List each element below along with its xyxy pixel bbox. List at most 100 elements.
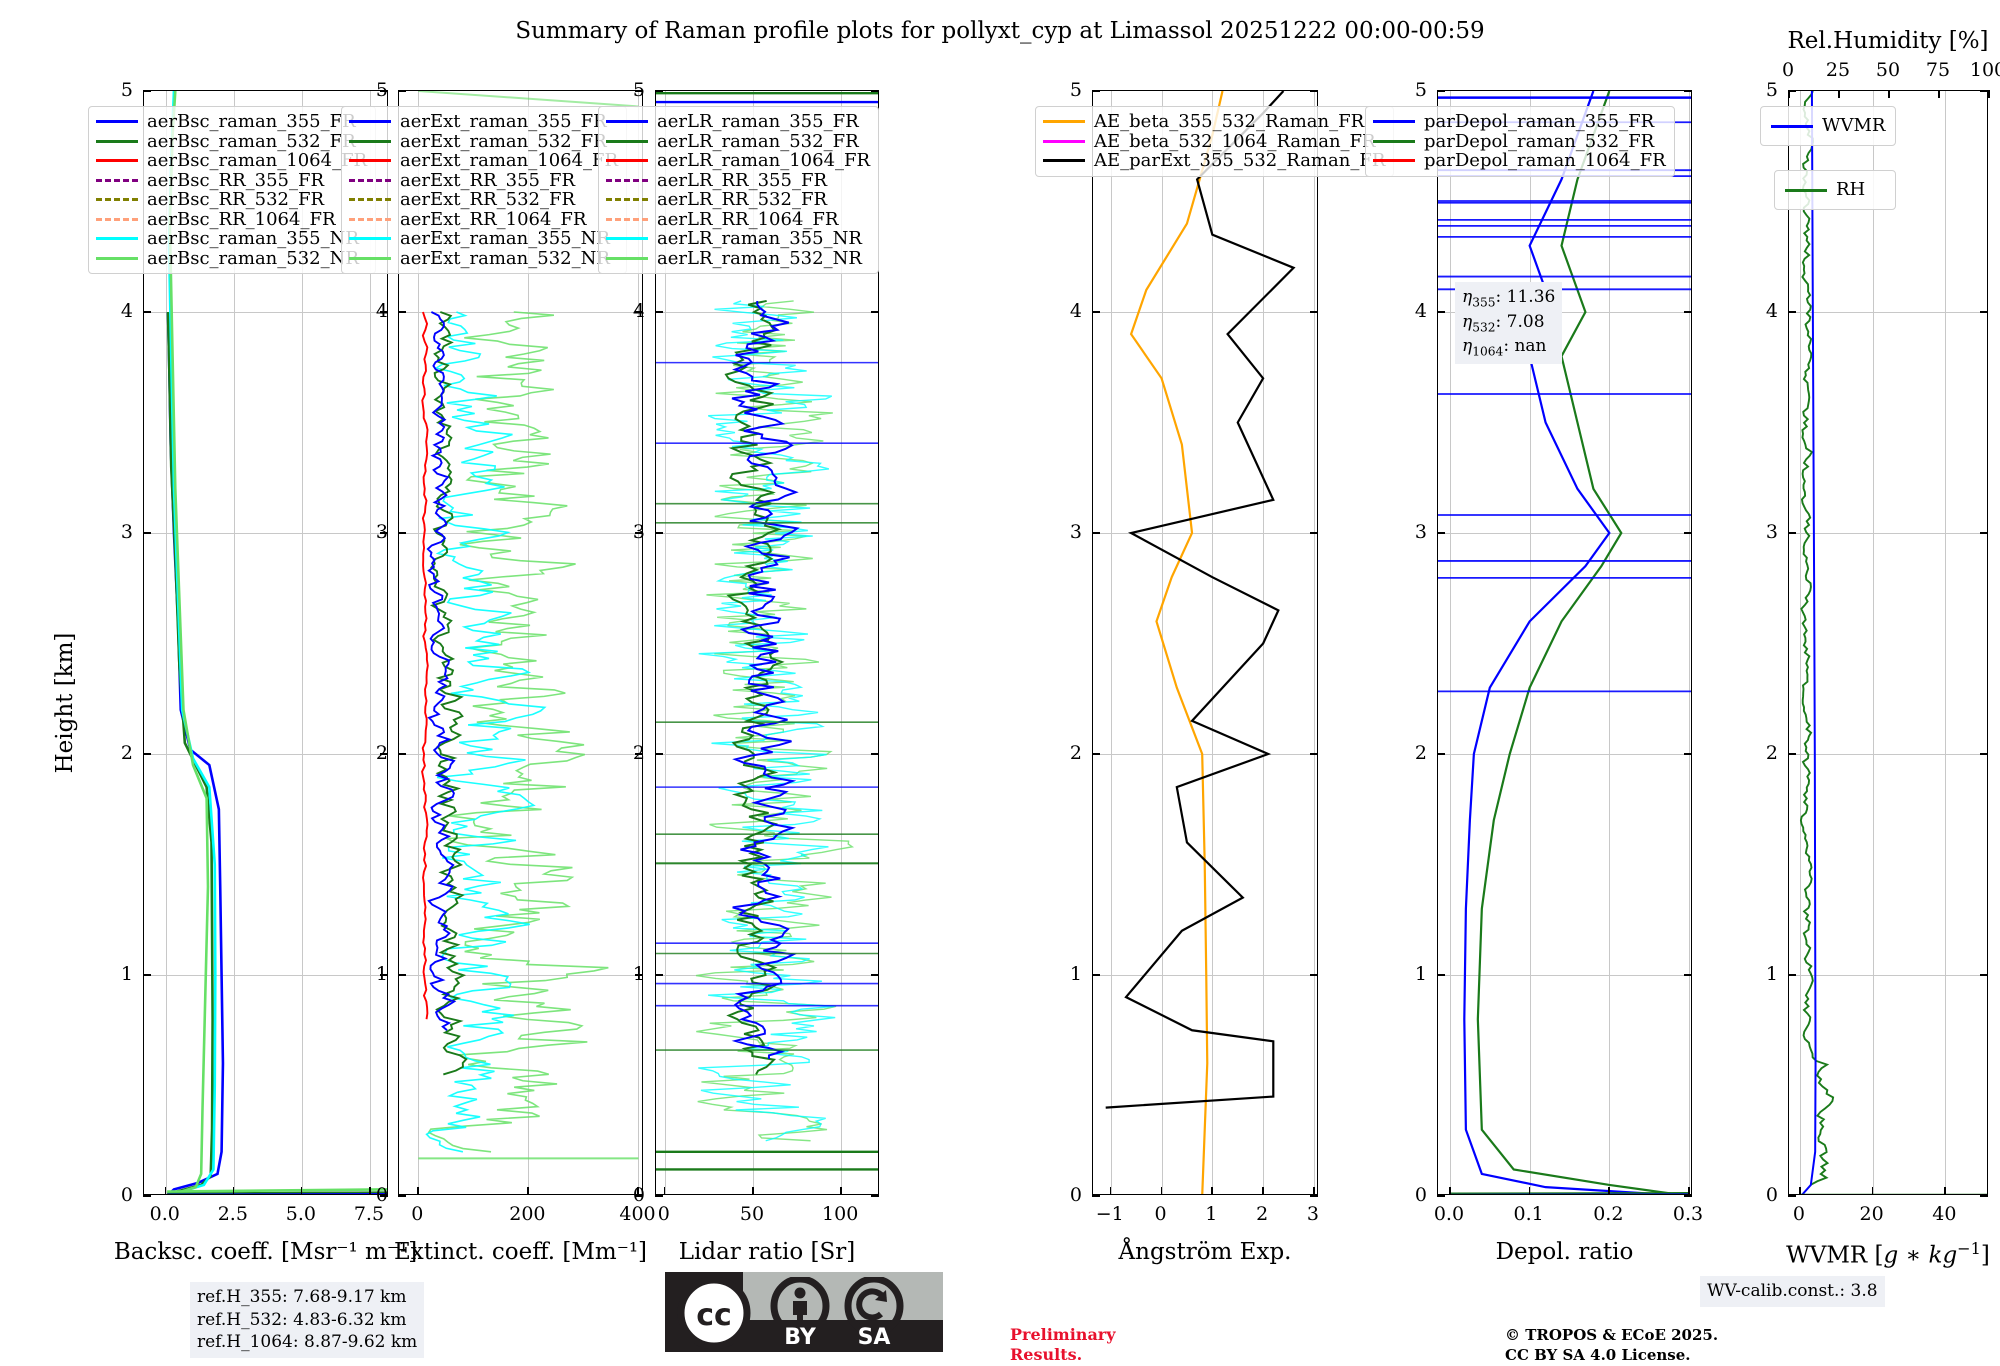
y-axis-tick — [1092, 1195, 1100, 1197]
y-axis-tick-label: 4 — [1046, 300, 1082, 322]
legend-item[interactable]: aerBsc_raman_532_FR — [96, 132, 367, 152]
legend-item[interactable]: aerLR_RR_355_FR — [606, 171, 870, 191]
y-axis-label: Height [km] — [52, 603, 78, 803]
y-axis-tick-label: 5 — [1046, 79, 1082, 101]
x-axis-tick-label: 40 — [1932, 1203, 1956, 1225]
legend-item-label: aerLR_raman_355_FR — [657, 112, 859, 132]
series-line — [1131, 91, 1222, 1195]
y-axis-tick — [1092, 532, 1100, 534]
x-axis-tick-label: 5.0 — [286, 1203, 316, 1225]
legend-item[interactable]: AE_parExt_355_532_Raman_FR — [1043, 151, 1385, 171]
legend-item[interactable]: aerExt_RR_532_FR — [349, 190, 618, 210]
x-axis-tick-label: 100 — [822, 1203, 858, 1225]
y-axis-tick — [1788, 974, 1796, 976]
legend-item[interactable]: aerBsc_raman_355_FR — [96, 112, 367, 132]
legend-item[interactable]: parDepol_raman_1064_FR — [1373, 151, 1666, 171]
legend-item[interactable]: aerExt_raman_532_FR — [349, 132, 618, 152]
x-axis-tick-label: 7.5 — [354, 1203, 384, 1225]
y-axis-tick-label: 5 — [352, 79, 388, 101]
y-axis-tick — [1092, 974, 1100, 976]
legend-item[interactable]: aerLR_raman_532_FR — [606, 132, 870, 152]
legend-item[interactable]: aerLR_RR_1064_FR — [606, 210, 870, 230]
legend-item-label: aerExt_RR_532_FR — [400, 190, 575, 210]
x-axis-tick-label: 0.1 — [1514, 1203, 1544, 1225]
y-axis-tick — [143, 974, 151, 976]
legend-item[interactable]: aerLR_RR_532_FR — [606, 190, 870, 210]
legend-item[interactable]: aerBsc_raman_532_NR — [96, 249, 367, 269]
y-axis-tick-right — [871, 90, 879, 92]
legend-item[interactable]: parDepol_raman_532_FR — [1373, 132, 1666, 152]
x-axis-tick-label: 0 — [1793, 1203, 1805, 1225]
legend-item[interactable]: aerExt_RR_355_FR — [349, 171, 618, 191]
legend-item-label: parDepol_raman_355_FR — [1424, 112, 1654, 132]
x-axis-tick-label: 0.0 — [150, 1203, 180, 1225]
y-axis-tick — [655, 1195, 663, 1197]
legend-item-label: aerBsc_RR_1064_FR — [147, 210, 336, 230]
x-axis-tick — [233, 1187, 235, 1195]
top-axis-tick — [1988, 90, 1990, 98]
y-axis-tick-label: 2 — [1391, 742, 1427, 764]
legend-item[interactable]: aerLR_raman_1064_FR — [606, 151, 870, 171]
y-axis-tick — [1788, 1195, 1796, 1197]
legend-item[interactable]: parDepol_raman_355_FR — [1373, 112, 1666, 132]
legend-item-label: WVMR — [1822, 116, 1885, 136]
legend-item[interactable]: aerLR_raman_532_NR — [606, 249, 870, 269]
legend-item-label: aerLR_RR_1064_FR — [657, 210, 838, 230]
y-axis-tick-right — [1980, 311, 1988, 313]
y-axis-tick — [398, 90, 406, 92]
series-line — [1106, 91, 1294, 1108]
legend-item[interactable]: aerLR_raman_355_NR — [606, 229, 870, 249]
legend-item[interactable]: AE_beta_532_1064_Raman_FR — [1043, 132, 1385, 152]
y-axis-tick-right — [1684, 753, 1692, 755]
y-axis-tick-label: 2 — [97, 742, 133, 764]
cc-license-badge[interactable]: cc BY SA — [665, 1272, 943, 1352]
y-axis-tick-label: 4 — [352, 300, 388, 322]
x-axis-tick-label: 0 — [411, 1203, 423, 1225]
y-axis-tick-right — [1980, 532, 1988, 534]
x-axis-tick-label: 2.5 — [218, 1203, 248, 1225]
legend-item[interactable]: aerExt_raman_1064_FR — [349, 151, 618, 171]
data-curves-angstrom — [1093, 91, 1318, 1195]
legend-item[interactable]: RH — [1774, 170, 1896, 210]
legend-item-label: RH — [1836, 180, 1865, 200]
y-axis-tick-label: 1 — [609, 963, 645, 985]
y-axis-tick-label: 4 — [1742, 300, 1778, 322]
y-axis-tick — [1092, 90, 1100, 92]
x-axis-tick-label: 20 — [1860, 1203, 1884, 1225]
legend-item[interactable]: aerExt_RR_1064_FR — [349, 210, 618, 230]
legend-item[interactable]: aerLR_raman_355_FR — [606, 112, 870, 132]
x-axis-label-angstrom: Ångström Exp. — [1119, 1239, 1292, 1265]
x-axis-tick-label: 400 — [619, 1203, 655, 1225]
y-axis-tick-right — [1684, 1195, 1692, 1197]
legend-item[interactable]: aerBsc_raman_355_NR — [96, 229, 367, 249]
top-axis-tick — [1788, 90, 1790, 98]
y-axis-tick-label: 5 — [1391, 79, 1427, 101]
legend-item-label: aerExt_raman_355_FR — [400, 112, 607, 132]
x-axis-tick — [1313, 1187, 1315, 1195]
top-axis-tick-label: 50 — [1876, 59, 1900, 81]
legend-item-label: aerLR_RR_532_FR — [657, 190, 827, 210]
y-axis-tick-label: 2 — [1046, 742, 1082, 764]
legend-item[interactable]: AE_beta_355_532_Raman_FR — [1043, 112, 1385, 132]
y-axis-tick-label: 2 — [1742, 742, 1778, 764]
x-axis-tick — [840, 1187, 842, 1195]
legend-item-label: aerLR_raman_532_FR — [657, 132, 859, 152]
legend-item[interactable]: aerBsc_RR_532_FR — [96, 190, 367, 210]
legend-item[interactable]: aerExt_raman_355_FR — [349, 112, 618, 132]
legend-item[interactable]: aerBsc_raman_1064_FR — [96, 151, 367, 171]
legend-item[interactable]: aerExt_raman_532_NR — [349, 249, 618, 269]
legend-item[interactable]: WVMR — [1760, 106, 1896, 146]
y-axis-tick-right — [1684, 90, 1692, 92]
y-axis-tick — [398, 1195, 406, 1197]
legend-item[interactable]: aerBsc_RR_355_FR — [96, 171, 367, 191]
legend-wvmr-rh[interactable]: WVMR RH — [1760, 106, 1896, 234]
y-axis-tick-right — [1310, 90, 1318, 92]
legend-item[interactable]: aerBsc_RR_1064_FR — [96, 210, 367, 230]
y-axis-tick — [1437, 974, 1445, 976]
legend-item[interactable]: aerExt_raman_355_NR — [349, 229, 618, 249]
